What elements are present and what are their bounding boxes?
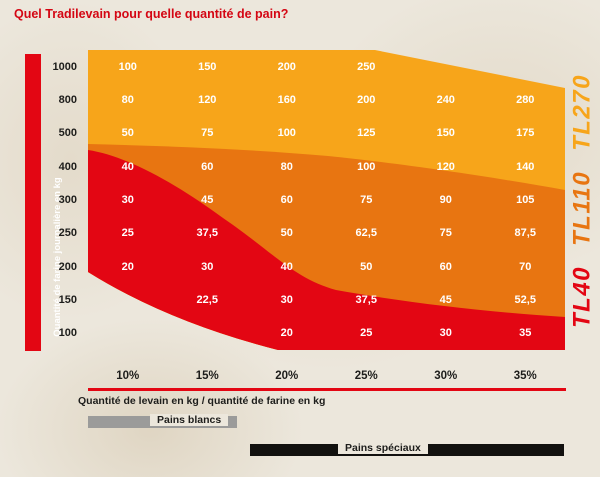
zone-tl40 [88,150,565,350]
cell-value: 100 [357,160,376,173]
cell-value: 140 [516,160,535,173]
cell-value: 30 [121,194,134,206]
y-axis-value: 800 [58,94,77,106]
cell-value: 62,5 [355,227,377,240]
x-axis-value: 10% [116,370,140,382]
chart-zones-svg [88,50,565,350]
cell-value: 80 [280,160,293,173]
cell-value: 75 [439,227,452,240]
legend-bar-pains-speciaux: Pains spéciaux [250,442,564,456]
cell-value: 90 [439,194,452,206]
y-axis-value: 400 [58,160,77,173]
cell-value: 30 [201,260,214,273]
y-axis-value: 100 [58,327,77,340]
cell-value: 50 [121,127,134,140]
cell-value: 280 [516,94,535,106]
x-axis-value: 30% [434,370,458,382]
cell-value: 50 [360,260,373,273]
cell-value: 240 [436,94,455,106]
y-axis-value: 500 [58,127,77,140]
cell-value: 20 [121,260,134,273]
cell-value: 37,5 [196,227,218,240]
cell-value: 37,5 [355,294,377,306]
legend-label-pains-speciaux: Pains spéciaux [338,442,428,454]
cell-value: 75 [360,194,373,206]
product-name-tl40: TL40 [568,265,596,328]
cell-value: 105 [516,194,535,206]
cell-value: 100 [277,127,296,140]
cell-value: 35 [519,327,532,340]
cell-value: 25 [360,327,373,340]
cell-value: 45 [439,294,452,306]
legend-label-pains-blancs: Pains blancs [150,414,229,426]
cell-value: 40 [280,260,293,273]
x-axis-value: 35% [513,370,537,382]
y-axis-value: 300 [58,194,77,206]
cell-value: 60 [439,260,452,273]
y-axis-value: 200 [58,260,77,273]
x-axis-line [88,388,566,391]
cell-value: 52,5 [514,294,536,306]
cell-value: 160 [277,94,296,106]
y-axis-value: 150 [58,294,77,306]
y-axis-bar: Quantité de farine journalière en kg [25,54,63,351]
y-axis-values: 1000 800 500 400 300 250 200 150 100 [44,50,81,350]
x-axis-value: 20% [275,370,299,382]
cell-value: 45 [201,194,214,206]
cell-value: 60 [201,160,214,173]
y-axis-value: 250 [58,227,77,240]
x-axis-value: 15% [195,370,219,382]
cell-value: 87,5 [514,227,536,240]
cell-value: 75 [201,127,214,140]
cell-value: 40 [121,160,134,173]
product-name-tl110: TL110 [568,170,596,246]
cell-value: 30 [439,327,452,340]
cell-value: 70 [519,260,532,273]
cell-value: 50 [280,227,293,240]
y-axis-value: 1000 [52,60,77,73]
cell-value: 150 [198,60,217,73]
cell-value: 200 [357,94,376,106]
product-names-vertical: TL40 TL110 TL270 [568,49,598,354]
cell-value: 250 [357,60,376,73]
cell-value: 100 [118,60,137,73]
page-title: Quel Tradilevain pour quelle quantité de… [14,7,289,21]
cell-value: 20 [280,327,293,340]
x-axis-value: 25% [354,370,378,382]
cell-value: 120 [436,160,455,173]
legend-bar-pains-blancs: Pains blancs [88,414,237,428]
cell-value: 30 [280,294,293,306]
chart-cells: 100 150 200 250 80 120 160 200 240 280 50 75 100 125 1… [88,50,565,350]
x-axis-values: 10% 15% 20% 25% 30% 35% [88,370,565,386]
cell-value: 150 [436,127,455,140]
cell-value: 125 [357,127,376,140]
cell-value: 80 [121,94,134,106]
cell-value: 25 [121,227,134,240]
cell-value: 200 [277,60,296,73]
x-axis-label: Quantité de levain en kg / quantité de f… [78,395,326,407]
cell-value: 120 [198,94,217,106]
cell-value: 175 [516,127,535,140]
cell-value: 60 [280,194,293,206]
chart-area [88,50,565,350]
product-name-tl270: TL270 [568,74,596,151]
cell-value: 22,5 [196,294,218,306]
